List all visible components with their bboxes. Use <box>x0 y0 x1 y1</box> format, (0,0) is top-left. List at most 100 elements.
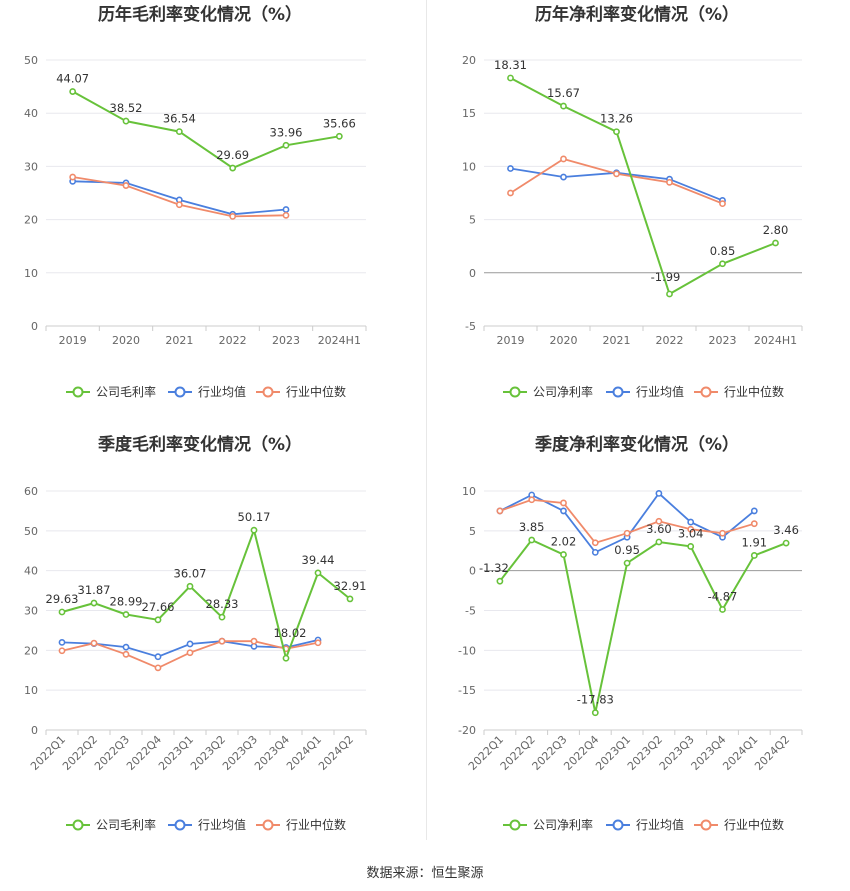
data-point-median <box>122 182 130 189</box>
data-point-company <box>528 536 536 544</box>
data-label: 36.07 <box>174 566 207 580</box>
annual-net-margin-svg: 历年净利率变化情况（%） -5 0 5 10 15 20 2019 2020 2021 2022 20… <box>462 4 803 399</box>
data-point-company <box>666 290 673 298</box>
data-point-median <box>623 529 631 537</box>
data-point-median <box>528 496 536 504</box>
y-tick-label: 50 <box>24 54 38 67</box>
y-tick-label: 30 <box>24 160 38 173</box>
y-tick-label: 0 <box>31 724 38 737</box>
data-label: 27.66 <box>142 600 175 614</box>
data-label: 35.66 <box>323 116 356 130</box>
data-point-company <box>560 102 567 110</box>
data-point-median <box>687 525 695 533</box>
y-tick-label: 0 <box>469 267 476 280</box>
legend-label-avg[interactable]: 行业均值 <box>198 384 246 399</box>
data-label: 15.67 <box>547 86 580 100</box>
legend-marker-median <box>262 819 274 831</box>
data-point-avg <box>560 507 567 515</box>
data-label: 28.33 <box>206 597 239 611</box>
legend-label-company[interactable]: 公司净利率 <box>533 384 593 399</box>
data-point-company <box>782 539 790 547</box>
legend-marker-median <box>700 819 712 831</box>
legend-marker-avg <box>174 819 186 831</box>
x-tick-label: 2021 <box>603 334 631 347</box>
data-label: 50.17 <box>238 510 271 524</box>
data-point-company <box>175 128 183 136</box>
data-label: -1.32 <box>479 561 509 575</box>
quarterly-net-margin-chart: 季度净利率变化情况（%） -20 -15 -10 -5 0 5 10 2022Q1 2022Q2 2… <box>427 430 850 860</box>
y-tick-label: -5 <box>465 320 476 333</box>
legend-marker-avg <box>174 386 186 398</box>
legend-label-company[interactable]: 公司毛利率 <box>96 384 156 399</box>
data-point-median <box>154 664 162 672</box>
series-line-company <box>499 538 787 713</box>
data-label: 1.91 <box>741 535 767 549</box>
data-point-median <box>314 639 322 647</box>
y-tick-label: 10 <box>24 684 38 697</box>
y-tick-label: 50 <box>24 525 38 538</box>
data-point-median <box>229 213 237 220</box>
y-tick-label: -10 <box>458 644 476 657</box>
legend-label-company[interactable]: 公司净利率 <box>533 817 593 832</box>
data-point-company <box>613 128 620 136</box>
data-label: 36.54 <box>163 112 196 126</box>
data-point-company <box>772 239 779 247</box>
data-point-company <box>122 117 130 125</box>
data-point-company <box>496 577 504 585</box>
data-point-median <box>560 499 567 507</box>
legend-marker-company <box>509 386 521 398</box>
data-point-avg <box>122 643 130 651</box>
data-label: 31.87 <box>78 583 111 597</box>
series-line-company <box>61 526 351 662</box>
y-tick-label: 0 <box>469 565 476 578</box>
legend-marker-median <box>700 386 712 398</box>
data-point-median <box>655 517 663 525</box>
legend-label-median[interactable]: 行业中位数 <box>286 384 346 399</box>
data-point-company <box>719 260 726 268</box>
y-tick-label: 10 <box>462 160 476 173</box>
x-tick-label: 2019 <box>497 334 525 347</box>
data-point-avg <box>507 165 514 172</box>
data-label: 3.60 <box>646 522 672 536</box>
data-point-avg <box>591 548 599 556</box>
x-tick-label: 2023 <box>272 334 300 347</box>
data-point-company <box>69 88 77 95</box>
data-point-avg <box>154 653 162 661</box>
quarterly-gross-margin-chart: 季度毛利率变化情况（%） 0 10 20 30 40 50 60 2022Q1 2022Q2 202… <box>0 430 425 860</box>
legend-label-median[interactable]: 行业中位数 <box>724 384 784 399</box>
data-label: 28.99 <box>110 595 143 609</box>
data-point-company <box>90 599 98 607</box>
legend-label-avg[interactable]: 行业均值 <box>198 817 246 832</box>
data-point-median <box>122 650 130 658</box>
legend-label-median[interactable]: 行业中位数 <box>286 817 346 832</box>
legend-label-avg[interactable]: 行业均值 <box>636 384 684 399</box>
x-tick-label: 2022 <box>656 334 684 347</box>
data-point-avg <box>560 173 567 181</box>
data-point-company <box>218 613 226 621</box>
series-line-company <box>510 77 776 296</box>
data-point-company <box>282 654 290 662</box>
x-tick-label: 2020 <box>550 334 578 347</box>
x-tick-label: 2022 <box>219 334 247 347</box>
data-point-avg <box>750 507 758 515</box>
legend-label-avg[interactable]: 行业均值 <box>636 817 684 832</box>
data-point-company <box>346 595 354 603</box>
data-label: 18.31 <box>494 58 527 72</box>
data-point-median <box>218 637 226 645</box>
data-point-median <box>750 520 758 528</box>
legend-label-company[interactable]: 公司毛利率 <box>96 817 156 832</box>
data-point-median <box>90 639 98 647</box>
data-source-note: 数据来源：恒生聚源 <box>366 866 484 881</box>
x-tick-label: 2024H1 <box>754 334 797 347</box>
data-point-company <box>335 132 343 140</box>
legend-label-median[interactable]: 行业中位数 <box>724 817 784 832</box>
chart-title: 历年毛利率变化情况（%） <box>98 4 302 25</box>
data-point-median <box>560 155 567 163</box>
data-point-company <box>186 582 194 590</box>
legend-marker-median <box>262 386 274 398</box>
legend-marker-company <box>509 819 521 831</box>
data-label: -1.99 <box>651 270 681 284</box>
data-point-median <box>591 539 599 547</box>
y-tick-label: 20 <box>24 644 38 657</box>
data-point-company <box>560 551 567 558</box>
